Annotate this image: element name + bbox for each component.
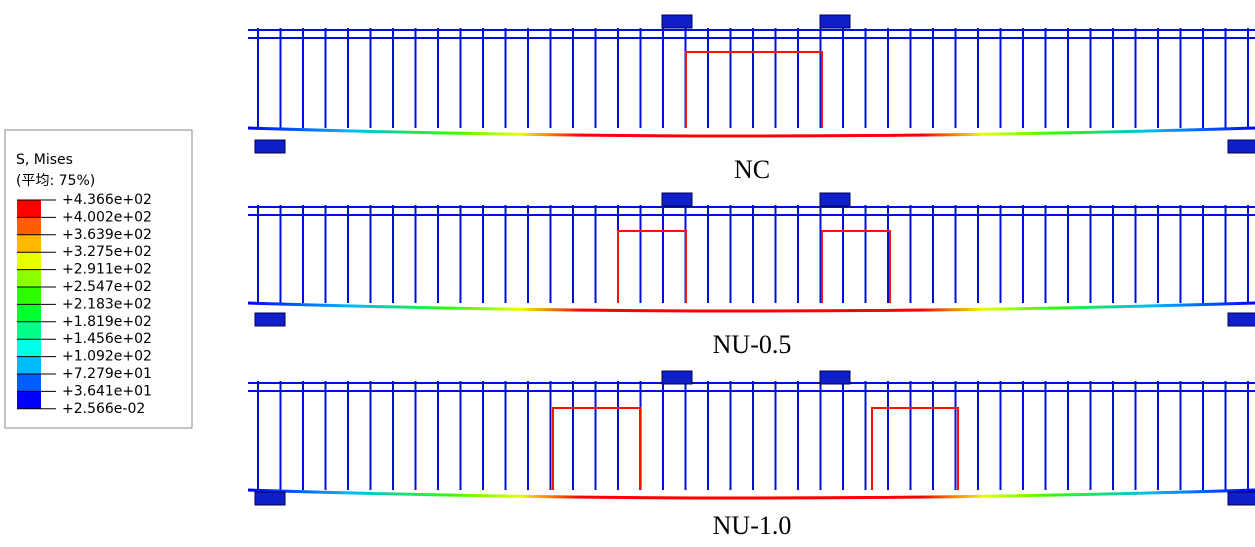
support-plate [1228,313,1255,326]
figure: S, Mises (平均: 75%) +4.366e+02+4.002e+02 +… [0,0,1255,547]
legend-label: +3.275e+02 [62,244,152,260]
load-plate [820,15,850,28]
legend-label: +2.547e+02 [62,279,152,295]
legend-label: +1.092e+02 [62,349,152,365]
yield-zone [822,231,890,303]
load-plate [820,193,850,206]
legend-band [17,200,41,217]
support-plate [1228,140,1255,153]
bottom-chord [248,303,1255,311]
legend-band [17,391,41,408]
legend-label: +1.819e+02 [62,314,152,330]
support-plate [255,313,285,326]
legend-label: +4.002e+02 [62,209,152,225]
legend-label: +7.279e+01 [62,366,152,382]
legend-band [17,304,41,321]
legend-title: S, Mises [16,152,73,168]
legend-band [17,252,41,269]
legend-band [17,235,41,252]
support-plate [1228,492,1255,505]
yield-zone [872,408,958,490]
legend-band [17,322,41,339]
legend-subtitle: (平均: 75%) [16,173,95,189]
legend-band [17,217,41,234]
legend-band [17,357,41,374]
legend-label: +2.911e+02 [62,262,152,278]
bottom-chord [248,490,1255,498]
legend-band [17,374,41,391]
support-plate [255,140,285,153]
beams: NC NU-0.5 NU-1.0 [248,15,1255,540]
load-plate [662,15,692,28]
legend-band [17,270,41,287]
yield-zone [618,231,686,303]
legend-band [17,287,41,304]
load-plate [662,371,692,384]
legend-label: +2.566e-02 [62,401,145,417]
legend-label: +3.641e+01 [62,383,152,399]
load-plate [662,193,692,206]
legend-label: +4.366e+02 [62,192,152,208]
support-plate [255,492,285,505]
bottom-chord [248,128,1255,136]
beam-label: NU-1.0 [713,511,792,540]
legend-band [17,339,41,356]
legend-label: +1.456e+02 [62,331,152,347]
load-plate [820,371,850,384]
beam-label: NC [734,155,770,184]
legend-label: +3.639e+02 [62,227,152,243]
beam-label: NU-0.5 [713,330,792,359]
legend-label: +2.183e+02 [62,296,152,312]
